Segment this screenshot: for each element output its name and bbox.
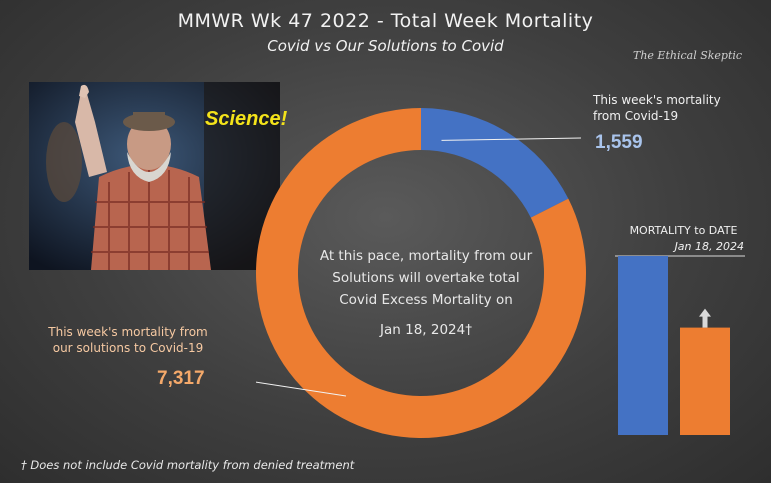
covid-label: This week's mortality from Covid-19	[593, 92, 763, 124]
footnote: † Does not include Covid mortality from …	[21, 458, 355, 472]
arrow-shaft	[702, 315, 708, 328]
center-text-line-1: At this pace, mortality from our	[319, 248, 533, 264]
mortality-donut-chart	[256, 108, 586, 438]
covid-to-date-bar	[618, 256, 668, 435]
solutions-to-date-bar	[680, 327, 730, 435]
solutions-leader-line	[256, 381, 347, 397]
center-text-line-3: Covid Excess Mortality on	[339, 292, 513, 308]
covid-leader-line	[441, 137, 582, 141]
solutions-label-line-2: our solutions to Covid-19	[52, 341, 204, 355]
solutions-label-line-1: This week's mortality from	[48, 325, 208, 339]
arrow-head	[699, 308, 711, 317]
chart-subtitle: Covid vs Our Solutions to Covid	[267, 37, 504, 55]
science-caption: Science!	[205, 108, 288, 130]
donut-slices	[256, 108, 586, 438]
stage-photo	[29, 82, 280, 270]
solutions-label: This week's mortality from our solutions…	[43, 324, 213, 356]
solutions-value: 7,317	[157, 368, 205, 389]
center-text-line-2: Solutions will overtake total	[332, 270, 520, 286]
bar-group	[618, 256, 730, 435]
mortality-to-date-chart	[615, 255, 745, 435]
chart-title: MMWR Wk 47 2022 - Total Week Mortality	[177, 10, 594, 32]
covid-slice	[421, 108, 569, 218]
center-text-date: Jan 18, 2024†	[380, 322, 472, 338]
mortality-to-date-label: MORTALITY to DATE	[629, 224, 738, 237]
covid-label-line-2: from Covid-19	[593, 109, 679, 123]
stage-photo-illustration	[29, 82, 280, 270]
covid-label-line-1: This week's mortality	[593, 93, 721, 107]
brand-watermark: The Ethical Skeptic	[633, 49, 743, 62]
covid-value: 1,559	[595, 132, 643, 153]
up-arrow-icon	[699, 308, 711, 328]
mortality-to-date-date: Jan 18, 2024	[674, 240, 744, 253]
